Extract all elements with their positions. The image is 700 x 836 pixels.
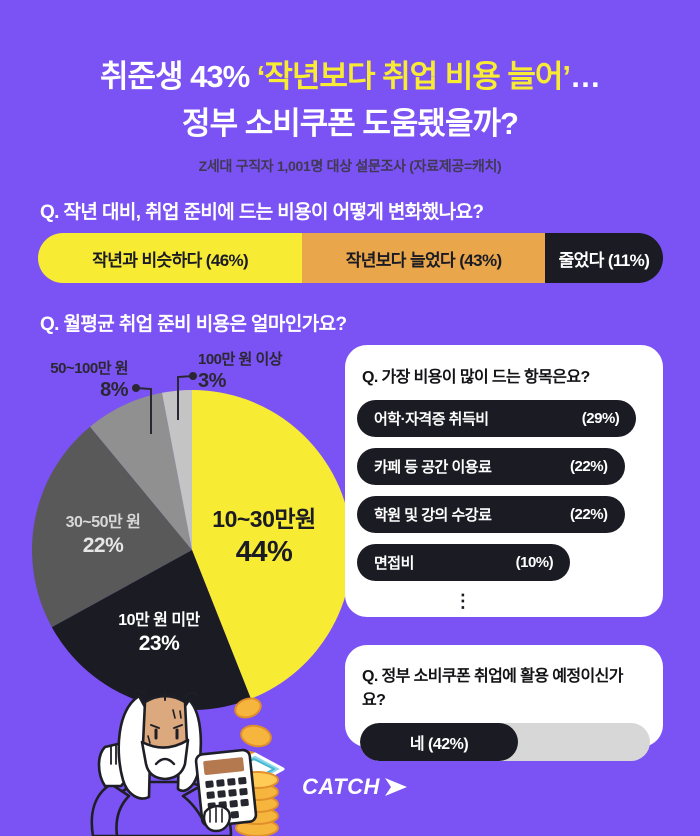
coin-stack-icon [235,771,279,836]
pie-callout-lines [132,372,197,434]
pie-slice-4 [162,389,192,550]
cost-item-value: (22%) [570,458,608,475]
cost-item-label: 어학·자격증 취득비 [374,411,489,428]
jobseeker-illustration [90,689,285,836]
pie-callout-pct: 3% [198,370,226,392]
pie-callout-pct: 8% [100,379,128,401]
cost-item-value: (22%) [570,506,608,523]
cost-items-list: 어학·자격증 취득비 (29%) 카페 등 공간 이용료 (22%) 학원 및 강의 수… [357,400,651,610]
title-line-1: 취준생 43% ‘작년보다 취업 비용 늘어’… [0,54,700,101]
cost-item-pill-0: 어학·자격증 취득비 (29%) [357,400,637,437]
pie-label-name: 10~30만원 [212,506,316,532]
catch-logo-arrow-icon [384,778,407,796]
cost-item-value: (29%) [581,410,620,427]
pie-slice-1 [51,550,251,711]
pie-slice-3 [90,392,192,550]
catch-logo-text: CATCH [302,774,380,799]
coupon-card: Q. 정부 소비쿠폰 취업에 활용 예정이신가요? 네 (42%) [345,645,663,761]
pie-slice-0 [192,389,353,699]
title-part-white-2: … [570,59,601,94]
title-part-white-1: 취준생 43% [99,59,257,94]
pie-label-pct: 44% [235,535,293,568]
question-2-title: Q. 월평균 취업 준비 비용은 얼마인가요? [40,314,347,335]
bar-segment-0: 작년과 비슷하다 (46%) [38,233,303,283]
pie-label-10-30: 10~30만원 44% [196,506,332,568]
title-part-highlight: ‘작년보다 취업 비용 늘어’ [256,59,571,94]
pie-label-under-10: 10만 원 미만 23% [100,612,218,655]
cost-item-label: 학원 및 강의 수강료 [374,507,492,524]
cost-items-card: Q. 가장 비용이 많이 드는 항목은요? 어학·자격증 취득비 (29%) 카페 … [345,345,663,617]
pie-label-30-50: 30~50만 원 22% [44,514,162,557]
cost-item-value: (10%) [515,554,554,571]
pie-label-pct: 23% [138,631,180,655]
coupon-question-title: Q. 정부 소비쿠폰 취업에 활용 예정이신가요? [362,668,623,709]
survey-subtitle: Z세대 구직자 1,001명 대상 설문조사 (자료제공=캐치) [198,158,502,174]
pie-callout-50-100: 50~100만 원 8% [24,357,128,402]
pie-slice-2 [31,426,192,628]
cost-item-pill-3: 면접비 (10%) [357,544,571,581]
pie-label-name: 10만 원 미만 [118,612,200,629]
cost-change-stacked-bar: 작년과 비슷하다 (46%) 작년보다 늘었다 (43%) 줄었다 (11%) [38,233,663,283]
cost-item-pill-2: 학원 및 강의 수강료 (22%) [357,496,625,533]
pie-callout-over-100: 100만 원 이상 3% [198,348,318,393]
title-line-2: 정부 소비쿠폰 도움됐을까? [182,105,519,141]
catch-logo: CATCH [302,774,409,800]
more-items-ellipsis: ⋮ [453,591,472,611]
holding-hand-icon [202,804,231,833]
pie-label-pct: 22% [82,533,124,557]
cost-item-label: 카페 등 공간 이용료 [374,459,492,476]
monthly-cost-pie-chart [31,389,353,711]
question-1-title: Q. 작년 대비, 취업 준비에 드는 비용이 어떻게 변화했나요? [40,202,484,223]
cost-item-pill-1: 카페 등 공간 이용료 (22%) [357,448,625,485]
pie-svg [31,389,353,711]
coupon-answer-fill: 네 (42%) [360,723,519,761]
cost-items-title: Q. 가장 비용이 많이 드는 항목은요? [362,369,590,386]
bar-segment-1: 작년보다 늘었다 (43%) [302,233,545,283]
bar-segment-2: 줄었다 (11%) [544,233,663,283]
coupon-answer-label: 네 (42%) [409,736,469,753]
cost-item-label: 면접비 [374,555,414,572]
header: 취준생 43% ‘작년보다 취업 비용 늘어’… 정부 소비쿠폰 도움됐을까? … [0,54,700,176]
pie-callout-name: 50~100만 원 [50,360,128,377]
pie-callout-name: 100만 원 이상 [198,351,283,368]
pie-label-name: 30~50만 원 [65,514,141,531]
coupon-answer-track: 네 (42%) [360,723,650,761]
